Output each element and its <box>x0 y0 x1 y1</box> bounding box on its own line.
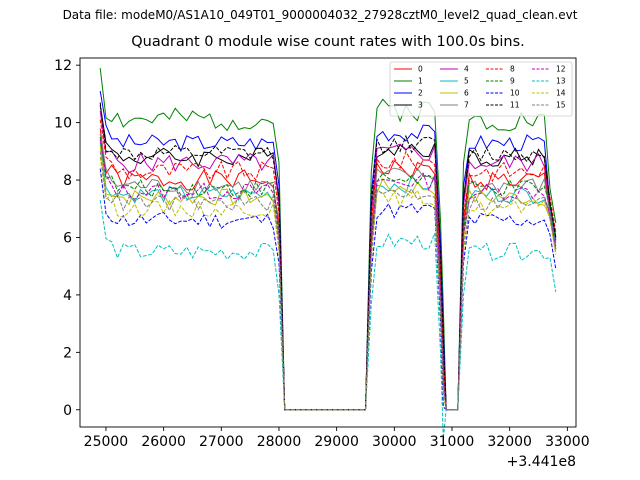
legend-label-2: 2 <box>418 89 423 98</box>
legend-box <box>389 61 573 117</box>
y-tick-label: 10 <box>54 116 72 132</box>
x-tick-label: 27000 <box>199 434 244 450</box>
legend-label-12: 12 <box>556 65 566 74</box>
x-tick-label: 28000 <box>257 434 302 450</box>
legend-label-4: 4 <box>464 65 469 74</box>
y-tick-label: 12 <box>54 58 72 74</box>
legend-label-6: 6 <box>464 89 469 98</box>
legend-label-8: 8 <box>510 65 515 74</box>
legend-label-13: 13 <box>556 77 566 86</box>
y-tick-label: 0 <box>63 403 72 419</box>
series-line-15 <box>99 151 557 411</box>
series-line-13 <box>99 200 557 439</box>
legend-label-0: 0 <box>418 65 423 74</box>
series-line-9 <box>99 136 557 411</box>
y-tick-label: 2 <box>63 345 72 361</box>
legend-label-1: 1 <box>418 77 423 86</box>
legend-label-15: 15 <box>556 101 566 110</box>
legend-label-5: 5 <box>464 77 469 86</box>
chart-suptitle: Data file: modeM0/AS1A10_049T01_90000040… <box>62 8 578 22</box>
legend-label-11: 11 <box>510 101 520 110</box>
legend-label-14: 14 <box>556 89 566 98</box>
legend-label-10: 10 <box>510 89 520 98</box>
y-tick-label: 6 <box>63 230 72 246</box>
x-tick-label: 29000 <box>314 434 359 450</box>
series-layer <box>99 68 557 439</box>
legend-label-3: 3 <box>418 101 423 110</box>
series-line-12 <box>99 139 557 411</box>
series-line-10 <box>99 168 557 411</box>
x-tick-label: 33000 <box>545 434 590 450</box>
y-tick-label: 8 <box>63 173 72 189</box>
axes-layer: 25000 26000 27000 28000 29000 30000 31000 32000… <box>54 57 590 470</box>
x-tick-label: 32000 <box>487 434 532 450</box>
series-line-1 <box>99 68 557 411</box>
series-line-4 <box>99 111 557 411</box>
series-line-7 <box>99 134 557 411</box>
x-tick-label: 25000 <box>84 434 129 450</box>
series-line-2 <box>99 90 557 411</box>
series-line-11 <box>99 102 557 411</box>
y-tick-label: 4 <box>63 288 72 304</box>
plot-frame <box>79 57 577 428</box>
legend-label-9: 9 <box>510 77 515 86</box>
x-tick-label: 31000 <box>430 434 475 450</box>
x-offset-label: +3.441e8 <box>507 454 576 470</box>
x-tick-label: 26000 <box>141 434 186 450</box>
x-tick-label: 30000 <box>372 434 417 450</box>
series-line-3 <box>99 105 557 411</box>
chart-title: Quadrant 0 module wise count rates with … <box>131 34 525 50</box>
legend-label-7: 7 <box>464 101 469 110</box>
